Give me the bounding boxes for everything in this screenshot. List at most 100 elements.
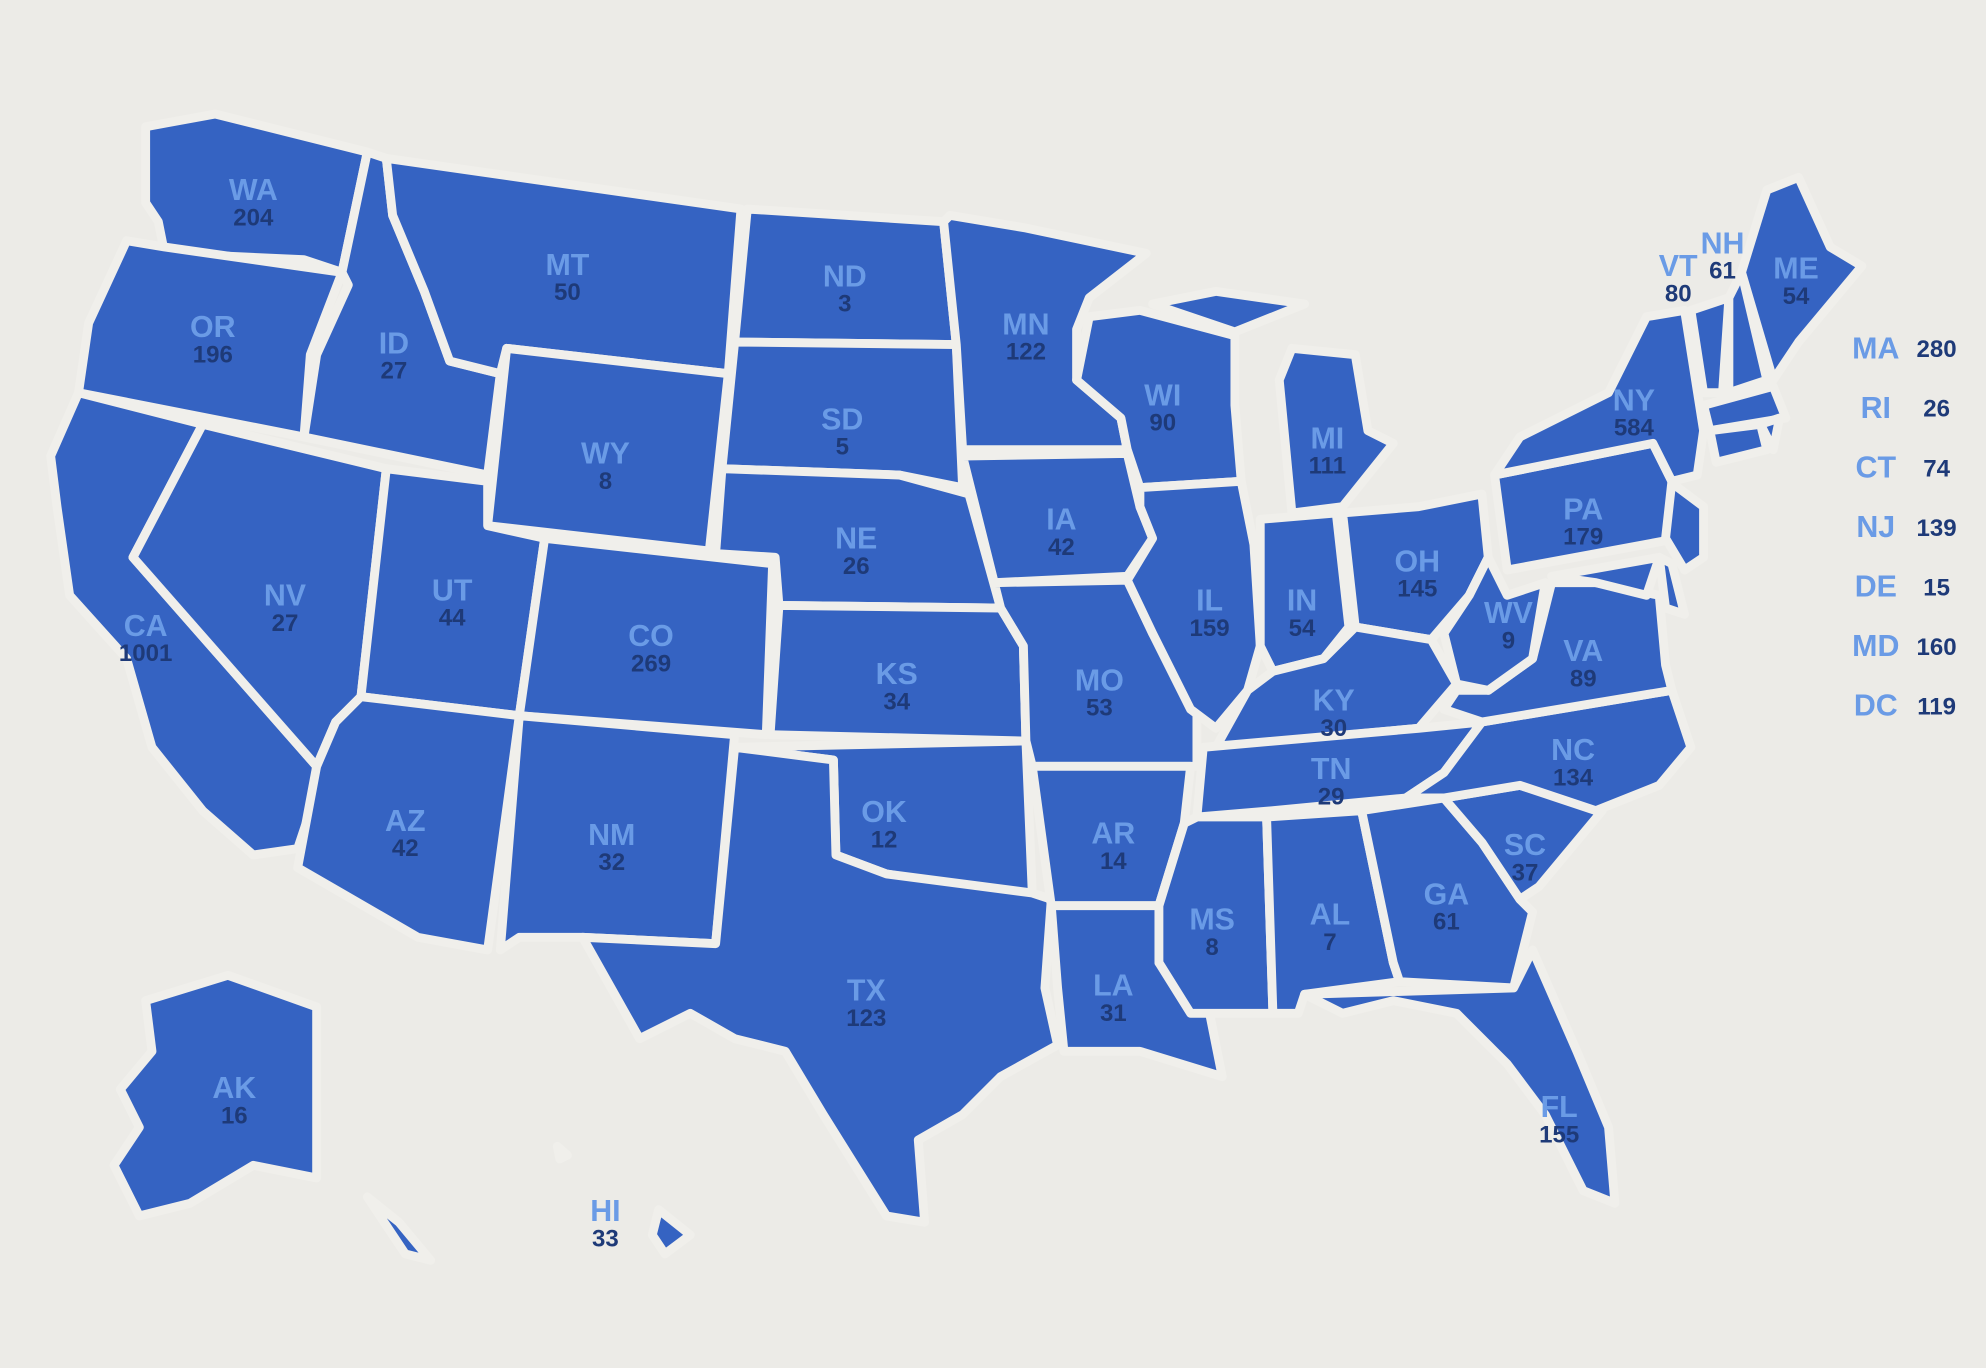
state-abbr: HI [590, 1194, 620, 1228]
state-nc[interactable] [1401, 685, 1696, 816]
state-fl[interactable] [1300, 945, 1620, 1208]
legend-count-ma: 280 [1917, 336, 1957, 363]
state-abbr: MO [1075, 663, 1124, 697]
state-count: 37 [1512, 859, 1539, 886]
state-count: 9 [1502, 628, 1515, 655]
state-count: 26 [843, 553, 870, 580]
state-vt[interactable] [1686, 293, 1734, 398]
state-count: 30 [1320, 715, 1347, 742]
state-abbr: ID [379, 326, 409, 360]
state-count: 80 [1665, 280, 1692, 307]
state-label-sd: SD5 [821, 402, 863, 460]
state-abbr: MT [545, 248, 589, 282]
state-ny[interactable] [1490, 305, 1708, 486]
state-count: 111 [1309, 453, 1346, 480]
state-abbr: CA [124, 609, 168, 643]
state-count: 50 [554, 279, 581, 306]
state-abbr: PA [1563, 492, 1603, 526]
state-abbr: WI [1144, 378, 1181, 412]
state-count: 12 [871, 826, 898, 853]
state-me[interactable] [1737, 172, 1867, 385]
state-count: 8 [599, 468, 612, 495]
state-abbr: IL [1196, 584, 1223, 618]
state-count: 1001 [119, 640, 173, 667]
state-count: 123 [846, 1005, 886, 1032]
state-count: 54 [1783, 283, 1810, 310]
state-ct[interactable] [1705, 419, 1772, 467]
state-abbr: VT [1659, 249, 1698, 283]
state-abbr: NM [588, 818, 635, 852]
state-tx[interactable] [578, 742, 1063, 1227]
state-count: 14 [1100, 848, 1127, 875]
state-abbr: MN [1002, 307, 1049, 341]
legend-count-md: 160 [1917, 634, 1957, 661]
state-wa[interactable] [141, 109, 372, 277]
state-hi[interactable] [552, 1141, 572, 1164]
state-ak[interactable] [362, 1192, 436, 1265]
state-abbr: WV [1484, 596, 1534, 630]
state-hi[interactable] [647, 1205, 695, 1259]
state-nh[interactable] [1724, 267, 1772, 398]
state-count: 5 [836, 434, 849, 461]
legend-abbr-ma: MA [1852, 331, 1899, 365]
legend-count-ri: 26 [1923, 396, 1950, 423]
state-count: 31 [1100, 1000, 1127, 1027]
state-count: 122 [1006, 339, 1046, 366]
state-abbr: IN [1287, 584, 1317, 618]
state-il[interactable] [1122, 476, 1265, 733]
state-or[interactable] [74, 236, 347, 442]
legend-abbr-md: MD [1852, 629, 1899, 663]
state-count: 155 [1539, 1122, 1579, 1149]
legend-abbr-de: DE [1855, 570, 1897, 604]
state-ak[interactable] [109, 970, 322, 1221]
legend-abbr-ri: RI [1861, 391, 1891, 425]
state-abbr: ND [823, 259, 867, 293]
state-abbr: NC [1551, 733, 1595, 767]
state-count: 27 [381, 358, 408, 385]
state-de[interactable] [1654, 552, 1689, 619]
state-count: 179 [1563, 524, 1603, 551]
state-abbr: IA [1046, 502, 1076, 536]
state-abbr: TX [847, 974, 886, 1008]
state-mi[interactable] [1148, 286, 1310, 337]
state-abbr: KS [876, 657, 918, 691]
state-wv[interactable] [1439, 552, 1550, 695]
small-states-legend: MA 280 RI 26 CT 74 NJ 139 DE 15 MD 160 DC 119 [1852, 331, 1956, 722]
state-count: 54 [1289, 615, 1316, 642]
state-ri[interactable] [1756, 413, 1784, 455]
state-nj[interactable] [1661, 476, 1708, 575]
state-count: 89 [1570, 666, 1597, 693]
state-abbr: MS [1189, 903, 1235, 937]
legend-count-dc: 119 [1917, 693, 1956, 720]
state-md[interactable] [1547, 552, 1664, 600]
state-label-wy: WY8 [581, 437, 630, 495]
state-count: 204 [233, 204, 274, 231]
state-count: 16 [221, 1103, 248, 1130]
state-abbr: NE [835, 521, 877, 555]
state-wy[interactable] [483, 343, 733, 556]
state-abbr: CO [628, 619, 674, 653]
